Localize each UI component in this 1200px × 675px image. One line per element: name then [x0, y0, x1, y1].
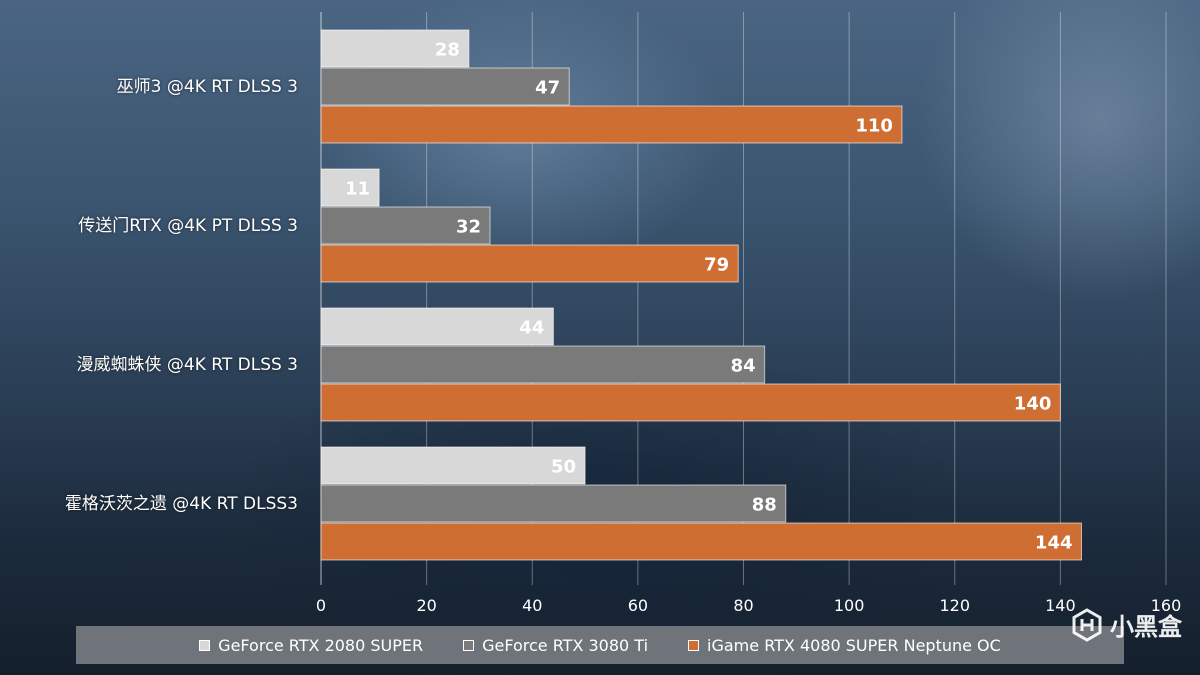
legend-item: GeForce RTX 2080 SUPER — [199, 636, 423, 655]
category-label: 霍格沃茨之遗 @4K RT DLSS3 — [64, 493, 298, 514]
bar-value-label: 47 — [535, 78, 560, 99]
x-tick-label: 40 — [522, 596, 542, 615]
bar-value-label: 11 — [345, 179, 370, 200]
category-label: 巫师3 @4K RT DLSS 3 — [116, 76, 298, 97]
bar — [320, 383, 1061, 422]
bar-value-label: 140 — [1014, 394, 1052, 415]
bar-value-label: 110 — [855, 116, 893, 137]
bar — [320, 206, 491, 245]
bar — [320, 446, 586, 485]
bar-value-label: 44 — [519, 318, 544, 339]
x-tick-label: 140 — [1045, 596, 1076, 615]
category-label: 传送门RTX @4K PT DLSS 3 — [78, 215, 298, 236]
bar-value-label: 88 — [752, 495, 777, 516]
bar — [320, 345, 766, 384]
x-tick-label: 100 — [834, 596, 865, 615]
bar — [320, 67, 570, 106]
watermark-text: 小黑盒 — [1110, 613, 1182, 641]
x-tick-label: 80 — [733, 596, 753, 615]
bar — [320, 244, 739, 283]
legend: GeForce RTX 2080 SUPER GeForce RTX 3080 … — [76, 626, 1124, 664]
bar-value-label: 32 — [456, 217, 481, 238]
category-label: 漫威蜘蛛侠 @4K RT DLSS 3 — [76, 354, 299, 375]
bar-value-label: 50 — [551, 457, 576, 478]
legend-swatch-3080-ti — [463, 639, 475, 651]
bar — [320, 168, 380, 207]
bar-value-label: 79 — [704, 255, 729, 276]
x-tick-label: 0 — [316, 596, 326, 615]
watermark: 小黑盒 — [1070, 607, 1182, 642]
bar — [320, 105, 903, 144]
legend-label: GeForce RTX 3080 Ti — [482, 635, 649, 655]
bar-value-label: 28 — [435, 40, 460, 61]
bar-value-label: 144 — [1035, 533, 1073, 554]
bar — [320, 522, 1082, 561]
x-tick-label: 160 — [1151, 596, 1182, 615]
bar — [320, 307, 554, 346]
xiaoheihe-logo-icon — [1072, 607, 1102, 642]
legend-swatch-2080-super — [199, 639, 211, 651]
bar-value-label: 84 — [731, 356, 756, 377]
legend-item: iGame RTX 4080 SUPER Neptune OC — [688, 636, 1001, 655]
bar — [320, 29, 470, 68]
x-tick-label: 120 — [939, 596, 970, 615]
x-tick-label: 20 — [416, 596, 436, 615]
legend-swatch-4080-super — [688, 639, 700, 651]
bar — [320, 484, 787, 523]
legend-label: GeForce RTX 2080 SUPER — [218, 635, 424, 655]
x-tick-label: 60 — [628, 596, 648, 615]
legend-item: GeForce RTX 3080 Ti — [463, 636, 648, 655]
legend-label: iGame RTX 4080 SUPER Neptune OC — [707, 635, 1001, 655]
